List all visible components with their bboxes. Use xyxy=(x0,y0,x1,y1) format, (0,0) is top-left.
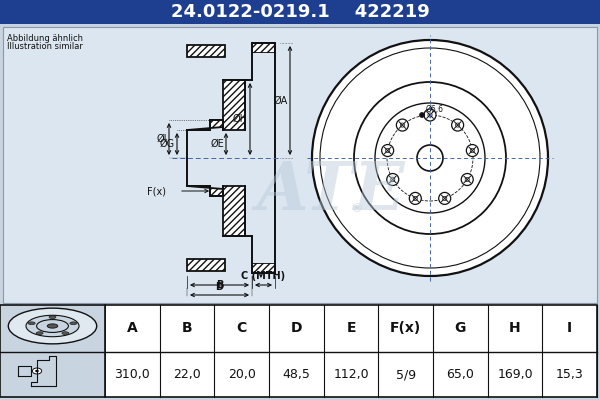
Polygon shape xyxy=(223,186,245,236)
Circle shape xyxy=(452,119,464,131)
Circle shape xyxy=(382,144,394,156)
Circle shape xyxy=(466,144,478,156)
Circle shape xyxy=(62,332,69,334)
Text: H: H xyxy=(509,322,521,336)
Text: 20,0: 20,0 xyxy=(228,368,256,381)
Polygon shape xyxy=(187,259,225,271)
Text: 112,0: 112,0 xyxy=(333,368,369,381)
Circle shape xyxy=(70,322,77,325)
Circle shape xyxy=(397,119,409,131)
Text: G: G xyxy=(455,322,466,336)
Text: C: C xyxy=(236,322,247,336)
Text: ØH: ØH xyxy=(233,114,248,124)
Polygon shape xyxy=(252,43,275,53)
Text: B: B xyxy=(182,322,193,336)
Text: ØI: ØI xyxy=(157,134,167,144)
Text: ØA: ØA xyxy=(274,96,288,106)
Text: D: D xyxy=(290,322,302,336)
Text: 310,0: 310,0 xyxy=(115,368,150,381)
Polygon shape xyxy=(223,80,245,130)
Bar xyxy=(0,305,105,397)
Text: 5/9: 5/9 xyxy=(395,368,416,381)
Text: Illustration similar: Illustration similar xyxy=(7,42,83,51)
Text: ØE: ØE xyxy=(210,139,224,149)
Text: A: A xyxy=(127,322,138,336)
Text: 24.0122-0219.1    422219: 24.0122-0219.1 422219 xyxy=(170,3,430,21)
Polygon shape xyxy=(252,263,275,273)
Circle shape xyxy=(8,308,97,344)
Text: B: B xyxy=(216,280,223,290)
Polygon shape xyxy=(187,186,223,196)
Text: 169,0: 169,0 xyxy=(497,368,533,381)
Text: ®: ® xyxy=(351,202,363,216)
Circle shape xyxy=(35,370,39,372)
Circle shape xyxy=(49,316,56,318)
Text: ØG: ØG xyxy=(160,139,175,149)
Text: ATE: ATE xyxy=(256,158,404,224)
Text: C (MTH): C (MTH) xyxy=(241,271,286,281)
Polygon shape xyxy=(187,120,223,130)
Text: 22,0: 22,0 xyxy=(173,368,201,381)
Circle shape xyxy=(417,145,443,171)
Text: F(x): F(x) xyxy=(390,322,421,336)
Text: 15,3: 15,3 xyxy=(556,368,584,381)
Circle shape xyxy=(36,332,43,334)
Circle shape xyxy=(419,112,425,118)
Text: Abbildung ähnlich: Abbildung ähnlich xyxy=(7,34,83,43)
Bar xyxy=(105,305,597,397)
Text: F(x): F(x) xyxy=(147,186,166,196)
Text: D: D xyxy=(215,282,223,292)
Bar xyxy=(0,0,600,24)
Text: E: E xyxy=(346,322,356,336)
Circle shape xyxy=(439,192,451,204)
Text: 65,0: 65,0 xyxy=(446,368,474,381)
Circle shape xyxy=(387,174,399,186)
Circle shape xyxy=(424,109,436,121)
Circle shape xyxy=(312,40,548,276)
Polygon shape xyxy=(252,53,275,263)
Circle shape xyxy=(461,174,473,186)
Circle shape xyxy=(32,368,41,374)
Circle shape xyxy=(26,315,79,337)
Polygon shape xyxy=(187,45,225,57)
Circle shape xyxy=(28,322,35,325)
Text: 48,5: 48,5 xyxy=(283,368,310,381)
Circle shape xyxy=(47,324,58,328)
Circle shape xyxy=(409,192,421,204)
Circle shape xyxy=(37,320,68,332)
Text: Ø6,6: Ø6,6 xyxy=(426,105,444,114)
Text: I: I xyxy=(567,322,572,336)
